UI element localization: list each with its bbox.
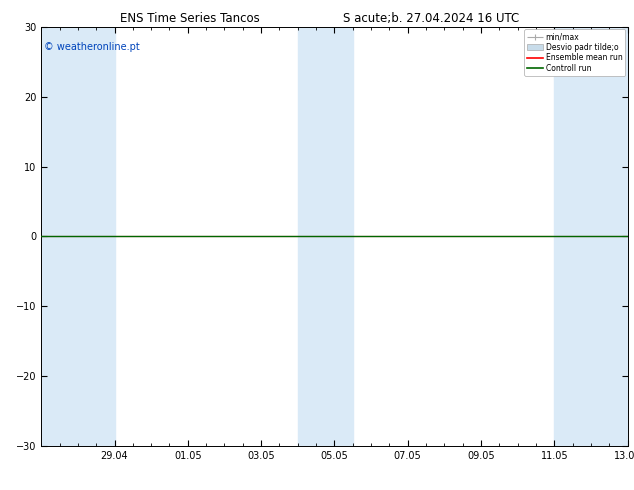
Text: © weatheronline.pt: © weatheronline.pt — [44, 42, 140, 51]
Legend: min/max, Desvio padr tilde;o, Ensemble mean run, Controll run: min/max, Desvio padr tilde;o, Ensemble m… — [524, 29, 625, 76]
Bar — [554, 27, 628, 446]
Text: S acute;b. 27.04.2024 16 UTC: S acute;b. 27.04.2024 16 UTC — [343, 12, 519, 25]
Text: ENS Time Series Tancos: ENS Time Series Tancos — [120, 12, 260, 25]
Bar — [298, 27, 353, 446]
Bar — [41, 27, 115, 446]
